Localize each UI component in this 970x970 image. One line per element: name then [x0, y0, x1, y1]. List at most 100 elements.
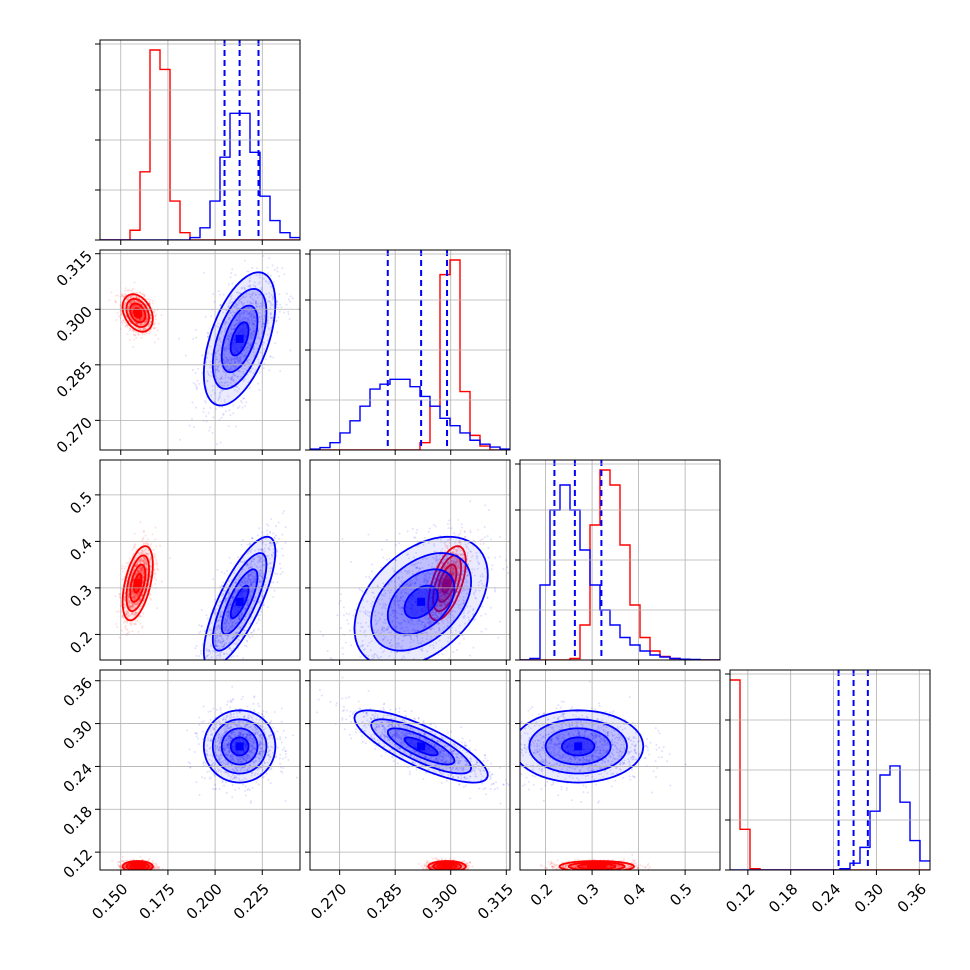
- scatter-point: [135, 603, 138, 606]
- scatter-point: [285, 292, 288, 295]
- scatter-point: [209, 426, 212, 429]
- scatter-point: [134, 305, 137, 308]
- scatter-point: [278, 310, 281, 313]
- scatter-point: [220, 584, 223, 587]
- scatter-point: [243, 296, 246, 299]
- scatter-point: [229, 333, 232, 336]
- scatter-point: [248, 285, 251, 288]
- scatter-point: [224, 371, 227, 374]
- scatter-point: [202, 410, 205, 413]
- scatter-point: [232, 311, 235, 314]
- scatter-point: [224, 327, 227, 330]
- scatter-point: [230, 362, 233, 365]
- scatter-point: [212, 416, 215, 419]
- scatter-point: [230, 378, 233, 381]
- scatter-point: [140, 565, 143, 568]
- scatter-point: [149, 298, 152, 301]
- scatter-point: [259, 318, 262, 321]
- scatter-point: [120, 320, 123, 323]
- scatter-point: [234, 385, 237, 388]
- scatter-point: [135, 326, 138, 329]
- scatter-point: [260, 305, 263, 308]
- scatter-point: [238, 316, 241, 319]
- scatter-point: [260, 325, 263, 328]
- scatter-point: [207, 352, 210, 355]
- scatter-point: [133, 306, 136, 309]
- scatter-point: [287, 310, 290, 313]
- scatter-point: [121, 567, 124, 570]
- scatter-point: [278, 562, 281, 565]
- scatter-point: [126, 332, 129, 335]
- scatter-point: [145, 318, 148, 321]
- scatter-point: [124, 302, 127, 305]
- scatter-point: [233, 327, 236, 330]
- scatter-point: [253, 332, 256, 335]
- scatter-point: [262, 254, 265, 257]
- scatter-point: [124, 287, 127, 290]
- scatter-point: [131, 554, 134, 557]
- panel-body: [114, 509, 287, 664]
- contour-line-1: [129, 302, 147, 324]
- scatter-point: [254, 301, 257, 304]
- scatter-point: [257, 315, 260, 318]
- scatter-point: [225, 337, 228, 340]
- scatter-point: [210, 315, 213, 318]
- scatter-point: [119, 307, 122, 310]
- scatter-point: [225, 347, 228, 350]
- scatter-point: [126, 576, 129, 579]
- scatter-point: [138, 306, 141, 309]
- scatter-point: [136, 601, 139, 604]
- scatter-point: [246, 346, 249, 349]
- scatter-point: [222, 311, 225, 314]
- scatter-point: [251, 293, 254, 296]
- y-tick-label: 0.5: [66, 488, 96, 518]
- scatter-point: [194, 328, 197, 331]
- scatter-point: [229, 311, 232, 314]
- scatter-point: [210, 370, 213, 373]
- scatter-point: [139, 622, 142, 625]
- scatter-point: [249, 328, 252, 331]
- scatter-point: [153, 568, 156, 571]
- scatter-point: [266, 319, 269, 322]
- scatter-point: [125, 324, 128, 327]
- scatter-point: [225, 662, 227, 664]
- scatter-point: [265, 292, 268, 295]
- scatter-point: [228, 556, 231, 559]
- scatter-point: [218, 338, 221, 341]
- scatter-point: [133, 316, 136, 319]
- scatter-point: [236, 319, 239, 322]
- scatter-point: [139, 567, 142, 570]
- scatter-point: [146, 317, 149, 320]
- scatter-point: [249, 343, 252, 346]
- scatter-point: [250, 302, 253, 305]
- scatter-point: [251, 635, 254, 638]
- scatter-point: [238, 361, 241, 364]
- scatter-point: [136, 571, 139, 574]
- scatter-point: [146, 318, 149, 321]
- scatter-point: [241, 539, 244, 542]
- scatter-point: [289, 349, 292, 352]
- scatter-point: [246, 359, 249, 362]
- scatter-point: [233, 324, 236, 327]
- scatter-point: [255, 342, 258, 345]
- scatter-point: [250, 370, 253, 373]
- scatter-point: [260, 610, 263, 613]
- scatter-point: [256, 337, 259, 340]
- scatter-point: [237, 359, 240, 362]
- scatter-point: [233, 374, 236, 377]
- scatter-point: [139, 597, 142, 600]
- scatter-point: [151, 533, 154, 536]
- scatter-point: [131, 563, 134, 566]
- scatter-point: [268, 369, 271, 372]
- scatter-point: [219, 360, 222, 363]
- scatter-point: [140, 317, 143, 320]
- scatter-point: [217, 290, 220, 293]
- scatter-point: [239, 357, 242, 360]
- scatter-point: [233, 328, 236, 331]
- scatter-point: [234, 273, 237, 276]
- scatter-point: [139, 328, 142, 331]
- scatter-point: [224, 346, 227, 349]
- scatter-point: [142, 328, 145, 331]
- scatter-point: [248, 315, 251, 318]
- scatter-point: [233, 306, 236, 309]
